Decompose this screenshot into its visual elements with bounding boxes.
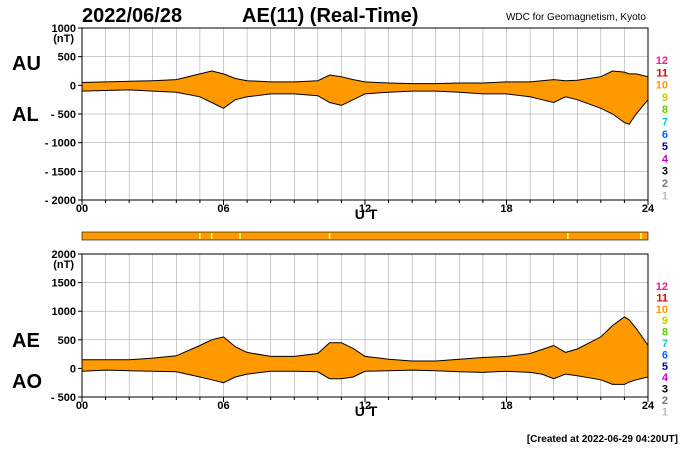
station-count-label-3: 3 bbox=[662, 384, 668, 396]
station-count-label-4: 4 bbox=[662, 372, 669, 384]
station-count-label-5: 5 bbox=[662, 361, 668, 373]
ae-ao-x-tick-label: 12 bbox=[359, 400, 371, 412]
au-al-x-axis-label: U T bbox=[355, 206, 378, 222]
station-count-label-6: 6 bbox=[662, 349, 668, 361]
station-count-label-8: 8 bbox=[662, 327, 668, 339]
au-al-x-tick-label: 12 bbox=[359, 203, 371, 215]
au-series-label: AU bbox=[12, 53, 41, 75]
station-count-label-1: 1 bbox=[662, 406, 668, 418]
station-count-label-8: 8 bbox=[662, 104, 668, 116]
ae-ao-envelope-fill bbox=[82, 316, 648, 385]
station-count-label-12: 12 bbox=[656, 55, 668, 67]
ae-ao-y-tick-label: 1500 bbox=[52, 278, 76, 290]
data-quality-bar bbox=[81, 231, 649, 241]
ao-series-label: AO bbox=[12, 371, 42, 393]
date-label: 2022/06/28 bbox=[82, 5, 182, 27]
au-al-y-tick-label: - 1500 bbox=[45, 166, 76, 178]
station-count-label-6: 6 bbox=[662, 129, 668, 141]
ae-ao-y-tick-label: 0 bbox=[70, 363, 76, 375]
au-al-x-tick-label: 06 bbox=[217, 203, 229, 215]
quality-bar-mark bbox=[328, 233, 331, 239]
station-count-label-12: 12 bbox=[656, 281, 668, 293]
au-al-grid bbox=[81, 27, 649, 201]
au-al-area bbox=[81, 70, 649, 125]
station-count-label-3: 3 bbox=[662, 166, 668, 178]
station-count-label-9: 9 bbox=[662, 315, 668, 327]
station-count-label-4: 4 bbox=[662, 153, 669, 165]
station-count-label-1: 1 bbox=[662, 190, 668, 202]
ae-ao-x-tick-label: 18 bbox=[500, 400, 512, 412]
ae-ao-area bbox=[81, 316, 649, 385]
ae-ao-x-axis-label: U T bbox=[355, 403, 378, 419]
station-count-label-9: 9 bbox=[662, 92, 668, 104]
au-al-y-tick-label: 0 bbox=[70, 80, 76, 92]
ae-ao-y-tick-label: 500 bbox=[58, 335, 76, 347]
station-count-label-7: 7 bbox=[662, 117, 668, 129]
au-al-series-al-line bbox=[81, 89, 649, 125]
ae-ao-y-ticks: 2000 1500 1000 500 0 - 500 bbox=[51, 249, 82, 404]
ae-ao-y-tick-label: - 500 bbox=[51, 392, 76, 404]
quality-bar-mark bbox=[210, 233, 213, 239]
al-series-label: AL bbox=[12, 104, 39, 126]
ae-ao-y-tick-label: 1000 bbox=[52, 306, 76, 318]
ae-ao-x-tick-label: 06 bbox=[217, 400, 229, 412]
station-count-label-2: 2 bbox=[662, 178, 668, 190]
ae-ao-unit-label: (nT) bbox=[53, 259, 74, 271]
au-al-y-tick-label: 500 bbox=[58, 52, 76, 64]
au-al-x-tick-label: 00 bbox=[76, 203, 88, 215]
ae-ao-x-ticks: 00 06 12 18 24 bbox=[76, 397, 655, 412]
au-al-y-tick-label: 1000 bbox=[52, 23, 76, 35]
station-count-label-10: 10 bbox=[656, 80, 668, 92]
au-al-y-ticks: 1000 500 0 - 500 - 1000 - 1500 - 2000 bbox=[45, 23, 82, 207]
quality-bar-mark bbox=[640, 233, 642, 239]
chart-title: AE(11) (Real-Time) bbox=[242, 5, 418, 27]
ae-ao-y-tick-label: 2000 bbox=[52, 249, 76, 261]
au-al-series-au-line bbox=[81, 70, 649, 85]
quality-bar-mark bbox=[239, 233, 241, 239]
au-al-x-tick-label: 18 bbox=[500, 203, 512, 215]
au-al-x-ticks: 00 06 12 18 24 bbox=[76, 200, 655, 215]
au-al-y-tick-label: - 2000 bbox=[45, 195, 76, 207]
ae-series-label: AE bbox=[12, 330, 40, 352]
created-timestamp: [Created at 2022-06-29 04:20UT] bbox=[527, 434, 678, 445]
au-al-x-tick-label: 24 bbox=[642, 203, 655, 215]
ae-ao-x-tick-label: 24 bbox=[642, 400, 655, 412]
quality-bar-mark bbox=[567, 233, 569, 239]
au-al-y-tick-label: - 500 bbox=[51, 109, 76, 121]
station-count-label-11: 11 bbox=[656, 67, 668, 79]
au-al-envelope-fill bbox=[82, 71, 648, 125]
station-count-label-7: 7 bbox=[662, 338, 668, 350]
source-label: WDC for Geomagnetism, Kyoto bbox=[506, 12, 646, 23]
ae-ao-series-ae-line bbox=[82, 316, 649, 362]
quality-bar-fill bbox=[81, 231, 649, 241]
au-al-unit-label: (nT) bbox=[53, 33, 74, 45]
ae-ao-series-ao-line bbox=[81, 369, 649, 385]
station-count-label-10: 10 bbox=[656, 304, 668, 316]
station-count-label-5: 5 bbox=[662, 141, 668, 153]
ae-ao-x-tick-label: 00 bbox=[76, 400, 88, 412]
quality-bar-mark bbox=[199, 233, 201, 239]
station-count-label-11: 11 bbox=[656, 292, 668, 304]
station-count-label-2: 2 bbox=[662, 395, 668, 407]
au-al-y-tick-label: - 1000 bbox=[45, 138, 76, 150]
